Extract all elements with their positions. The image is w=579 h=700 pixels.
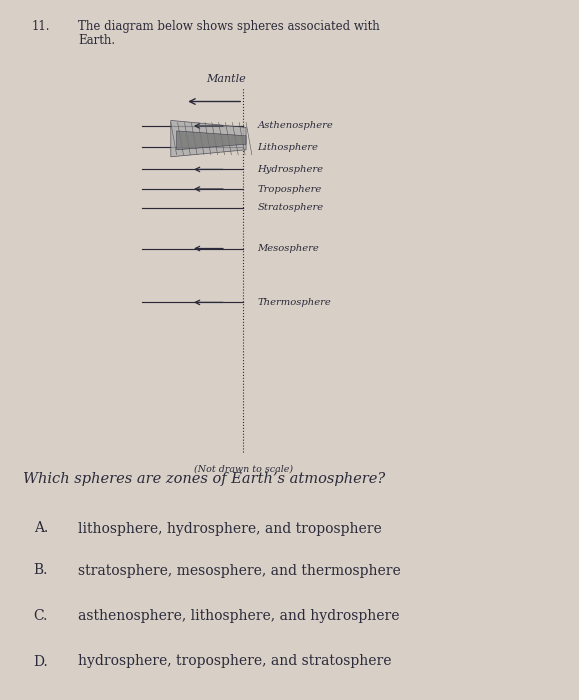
Text: (Not drawn to scale): (Not drawn to scale) [193, 464, 293, 473]
Text: Stratosphere: Stratosphere [258, 204, 324, 212]
Text: Hydrosphere: Hydrosphere [258, 165, 324, 174]
Text: Mesosphere: Mesosphere [258, 244, 320, 253]
Text: Thermosphere: Thermosphere [258, 298, 331, 307]
Text: lithosphere, hydrosphere, and troposphere: lithosphere, hydrosphere, and tropospher… [78, 522, 382, 536]
Polygon shape [177, 131, 246, 150]
Text: A.: A. [34, 522, 48, 536]
Text: Earth.: Earth. [78, 34, 115, 47]
Text: Lithosphere: Lithosphere [258, 143, 318, 151]
Text: The diagram below shows spheres associated with: The diagram below shows spheres associat… [78, 20, 380, 33]
Text: asthenosphere, lithosphere, and hydrosphere: asthenosphere, lithosphere, and hydrosph… [78, 609, 400, 623]
Text: Mantle: Mantle [206, 74, 245, 84]
Text: hydrosphere, troposphere, and stratosphere: hydrosphere, troposphere, and stratosphe… [78, 654, 391, 668]
Text: Which spheres are zones of Earth’s atmosphere?: Which spheres are zones of Earth’s atmos… [23, 473, 386, 486]
Text: Asthenosphere: Asthenosphere [258, 122, 334, 130]
Text: Troposphere: Troposphere [258, 185, 322, 193]
Polygon shape [171, 120, 246, 157]
Text: 11.: 11. [32, 20, 50, 33]
Text: C.: C. [34, 609, 48, 623]
Text: stratosphere, mesosphere, and thermosphere: stratosphere, mesosphere, and thermosphe… [78, 564, 401, 577]
Text: D.: D. [34, 654, 48, 668]
Text: B.: B. [34, 564, 48, 577]
